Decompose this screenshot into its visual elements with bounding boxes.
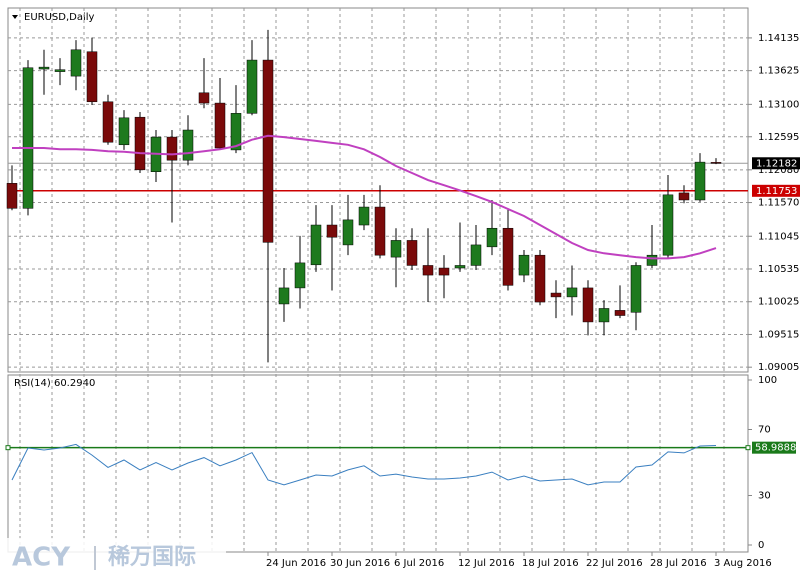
chart-title: EURUSD,Daily [24, 12, 95, 23]
candle-body [358, 206, 370, 226]
level-label: 58.9888 [755, 443, 796, 454]
price-label-box [752, 157, 800, 170]
y-tick-label: 1.11045 [758, 231, 799, 242]
candle-body [438, 267, 450, 276]
y-tick-label: 70 [758, 425, 771, 436]
watermark-bg [0, 538, 226, 581]
y-tick-label: 1.11570 [758, 198, 799, 209]
candle-body [70, 49, 82, 77]
candle-body [550, 292, 562, 298]
watermark-brand: ACY [12, 543, 71, 573]
x-tick-label: 3 Aug 2016 [714, 558, 772, 569]
candle-body [630, 265, 642, 313]
watermark-name: 稀万国际 [108, 544, 196, 570]
candle-body [6, 183, 18, 209]
level-marker [5, 445, 11, 451]
candle-body [470, 244, 482, 266]
candle-body [566, 287, 578, 298]
candle-body [694, 161, 706, 201]
candle-body [454, 265, 466, 269]
main-pane [7, 7, 749, 373]
level-marker [745, 445, 751, 451]
candle-body [422, 265, 434, 276]
y-tick-label: 0 [758, 540, 764, 551]
x-tick-label: 30 Jun 2016 [330, 558, 390, 569]
menu-arrow [12, 15, 18, 19]
candle-body [342, 219, 354, 246]
candle-body [102, 101, 114, 143]
candle-body [86, 51, 98, 103]
candle-body [182, 129, 194, 161]
candle-body [326, 224, 338, 238]
candle-body [134, 116, 146, 171]
x-tick-label: 12 Jul 2016 [458, 558, 515, 569]
candle-body [166, 136, 178, 161]
x-tick-label: 28 Jul 2016 [650, 558, 707, 569]
candle-body [598, 308, 610, 323]
candle-body [534, 254, 546, 303]
candle-body [230, 113, 242, 151]
rsi-title: RSI(14) 60.2940 [14, 378, 95, 389]
candle-body [294, 262, 306, 289]
x-tick-label: 24 Jun 2016 [266, 558, 326, 569]
candle-body [214, 102, 226, 149]
y-tick-label: 1.13625 [758, 66, 799, 77]
y-tick-label: 1.09515 [758, 329, 799, 340]
candle-body [710, 162, 722, 164]
rsi-pane [7, 374, 749, 553]
candle-body [406, 240, 418, 266]
x-tick-label: 18 Jul 2016 [522, 558, 579, 569]
candle-body [582, 287, 594, 323]
candle-body [614, 310, 626, 316]
y-tick-label: 1.14135 [758, 33, 799, 44]
y-tick-label: 1.12080 [758, 165, 799, 176]
level-label-box [752, 441, 796, 454]
candle-body [678, 192, 690, 201]
candle-body [278, 287, 290, 305]
y-tick-label: 1.10535 [758, 264, 799, 275]
candle-body [118, 117, 130, 146]
candle-body [198, 92, 210, 104]
candle-body [22, 67, 34, 209]
candle-body [246, 59, 258, 114]
candle-body [374, 206, 386, 256]
candle-body [262, 59, 274, 243]
y-tick-label: 1.12595 [758, 132, 799, 143]
candle-body [486, 227, 498, 248]
y-tick-label: 1.09005 [758, 362, 799, 373]
candle-body [646, 254, 658, 266]
candle-body [518, 254, 530, 276]
series-line [12, 134, 717, 260]
candle-body [38, 66, 50, 70]
x-tick-label: 6 Jul 2016 [394, 558, 444, 569]
y-tick-label: 100 [758, 375, 777, 386]
y-tick-label: 1.13100 [758, 99, 799, 110]
price-label: 1.11753 [756, 186, 797, 197]
candle-body [54, 69, 66, 72]
candle-body [390, 240, 402, 258]
price-label-box [752, 184, 800, 197]
price-label: 1.12182 [756, 158, 797, 169]
x-tick-label: 22 Jul 2016 [586, 558, 643, 569]
candle-body [502, 227, 514, 286]
series-line [11, 443, 717, 486]
candle-body [662, 194, 674, 256]
y-tick-label: 30 [758, 491, 771, 502]
y-tick-label: 1.10025 [758, 297, 799, 308]
candle-body [310, 224, 322, 266]
